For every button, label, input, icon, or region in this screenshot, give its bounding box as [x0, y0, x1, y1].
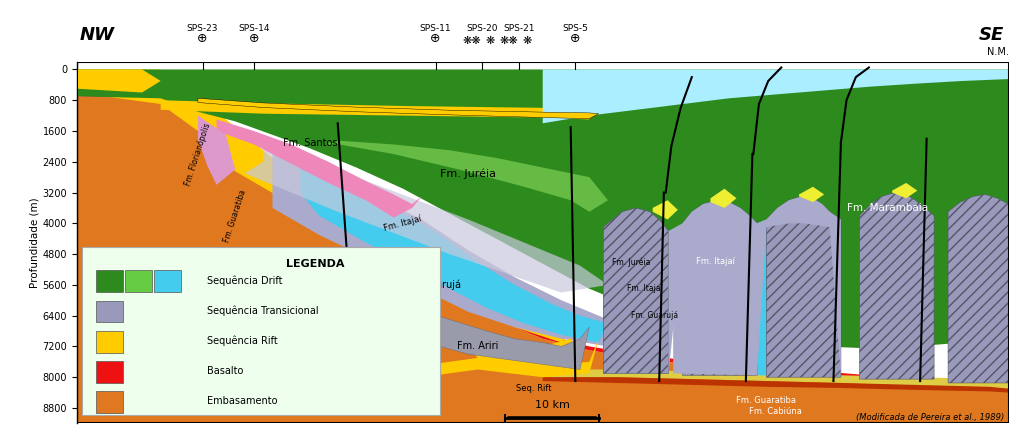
Text: Fm. Itajaí: Fm. Itajaí — [695, 257, 734, 266]
Polygon shape — [543, 69, 1009, 123]
Polygon shape — [892, 183, 918, 198]
Text: Fm. Guarujá: Fm. Guarujá — [401, 280, 461, 290]
Polygon shape — [859, 193, 934, 379]
Text: Fm. Ariri: Fm. Ariri — [457, 341, 499, 351]
Text: Fm. Cabiúna: Fm. Cabiúna — [750, 407, 802, 416]
Polygon shape — [300, 154, 608, 343]
Text: ❋: ❋ — [485, 36, 495, 46]
Polygon shape — [217, 120, 422, 217]
Text: Basalto: Basalto — [207, 366, 244, 376]
Text: SPS-21: SPS-21 — [504, 24, 536, 33]
Polygon shape — [603, 254, 669, 374]
Polygon shape — [77, 69, 1009, 348]
Text: SPS-11: SPS-11 — [420, 24, 452, 33]
Polygon shape — [272, 146, 617, 347]
Text: SE: SE — [978, 26, 1004, 44]
Text: NW: NW — [80, 26, 115, 44]
Text: (Modificada de Pereira et al., 1989): (Modificada de Pereira et al., 1989) — [856, 412, 1004, 422]
Text: Embasamento: Embasamento — [207, 396, 278, 406]
Text: Fm. Santos: Fm. Santos — [283, 138, 337, 148]
Bar — [96, 361, 124, 383]
Polygon shape — [543, 377, 1009, 392]
Polygon shape — [948, 194, 1009, 383]
Text: SPS-5: SPS-5 — [562, 24, 588, 33]
Text: ⊕: ⊕ — [198, 33, 208, 45]
Bar — [96, 331, 124, 352]
Text: ⊕: ⊕ — [430, 33, 440, 45]
Polygon shape — [77, 69, 161, 93]
Text: Sequência Drift: Sequência Drift — [207, 275, 283, 286]
Text: ❋❋: ❋❋ — [500, 36, 518, 46]
Text: ⊕: ⊕ — [249, 33, 259, 45]
Text: Sequência Transicional: Sequência Transicional — [207, 305, 319, 316]
Text: Fm. Guarujá: Fm. Guarujá — [631, 311, 678, 320]
Polygon shape — [799, 187, 824, 202]
Polygon shape — [161, 100, 590, 120]
Text: ⊕: ⊕ — [570, 33, 581, 45]
Polygon shape — [245, 146, 608, 292]
Text: Fm. Juréia: Fm. Juréia — [440, 168, 497, 179]
Polygon shape — [669, 200, 757, 375]
Bar — [96, 270, 124, 292]
Polygon shape — [450, 108, 599, 116]
Polygon shape — [757, 196, 841, 377]
Text: LEGENDA: LEGENDA — [286, 259, 344, 269]
Bar — [96, 391, 124, 413]
Text: Fm. Guaratiba: Fm. Guaratiba — [736, 396, 797, 405]
Polygon shape — [682, 200, 757, 375]
Text: SPS-23: SPS-23 — [186, 24, 218, 33]
Text: Fm. Florianópolis: Fm. Florianópolis — [183, 121, 213, 187]
Polygon shape — [652, 200, 678, 220]
Polygon shape — [711, 189, 736, 208]
Polygon shape — [77, 93, 1009, 389]
Text: N.M.: N.M. — [987, 47, 1009, 57]
Polygon shape — [329, 141, 608, 212]
Text: ❋: ❋ — [523, 36, 532, 46]
Text: Fm. Juréia: Fm. Juréia — [612, 257, 650, 266]
Polygon shape — [77, 69, 570, 343]
Y-axis label: Profundidade (m): Profundidade (m) — [30, 197, 40, 288]
Polygon shape — [77, 97, 1009, 423]
Text: Fm. Guaratiba: Fm. Guaratiba — [222, 188, 248, 243]
Polygon shape — [543, 370, 1009, 389]
Text: Fm. Itajaí: Fm. Itajaí — [628, 284, 664, 293]
Text: SPS-20: SPS-20 — [466, 24, 498, 33]
Polygon shape — [757, 220, 841, 377]
Text: Fm. Marambaia: Fm. Marambaia — [847, 203, 928, 213]
Polygon shape — [198, 98, 599, 119]
Text: Fm. Itajaí: Fm. Itajaí — [383, 214, 423, 233]
Polygon shape — [422, 339, 599, 377]
Polygon shape — [413, 308, 590, 370]
Text: Sequência Rift: Sequência Rift — [207, 336, 279, 346]
Text: SPS-14: SPS-14 — [239, 24, 269, 33]
Bar — [125, 270, 153, 292]
Text: ❋❋: ❋❋ — [463, 36, 481, 46]
Polygon shape — [766, 196, 841, 377]
Polygon shape — [198, 116, 236, 185]
Polygon shape — [603, 208, 669, 374]
Polygon shape — [468, 339, 580, 370]
Polygon shape — [673, 223, 757, 375]
Text: Seq. Rift: Seq. Rift — [516, 384, 551, 393]
Bar — [154, 270, 181, 292]
Text: 10 km: 10 km — [535, 400, 569, 410]
Bar — [96, 301, 124, 322]
